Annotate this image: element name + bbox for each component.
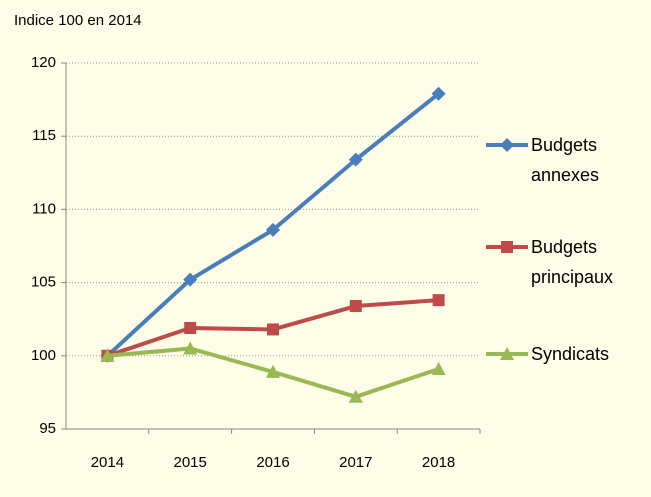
y-tick-label: 120	[31, 54, 56, 71]
marker	[349, 300, 362, 313]
x-tick-label: 2017	[339, 454, 372, 471]
chart-title: Indice 100 en 2014	[14, 12, 142, 29]
y-tick-label: 110	[32, 200, 56, 217]
marker	[431, 86, 446, 101]
marker	[266, 364, 280, 378]
y-tick-label: 100	[31, 347, 56, 364]
legend-label: Syndicats	[531, 344, 610, 364]
x-tick-label: 2014	[91, 454, 124, 471]
y-tick-label: 115	[32, 127, 56, 144]
marker	[100, 348, 115, 362]
x-tick-label: 2015	[174, 454, 207, 471]
marker	[184, 321, 197, 334]
marker	[501, 241, 513, 253]
y-tick-label: 105	[31, 274, 56, 291]
legend-label: Budgets annexes	[531, 135, 600, 185]
marker	[500, 347, 514, 360]
marker	[183, 341, 198, 355]
y-tick-label: 95	[39, 420, 56, 437]
marker	[348, 389, 363, 403]
marker	[348, 152, 363, 167]
legend-label: Budgets principaux	[531, 237, 614, 287]
marker	[431, 361, 446, 375]
x-tick-label: 2018	[422, 454, 455, 471]
marker	[500, 138, 514, 152]
marker	[266, 222, 280, 237]
marker	[267, 323, 279, 336]
x-tick-label: 2016	[256, 454, 289, 471]
marker	[432, 294, 445, 307]
marker	[183, 272, 198, 287]
